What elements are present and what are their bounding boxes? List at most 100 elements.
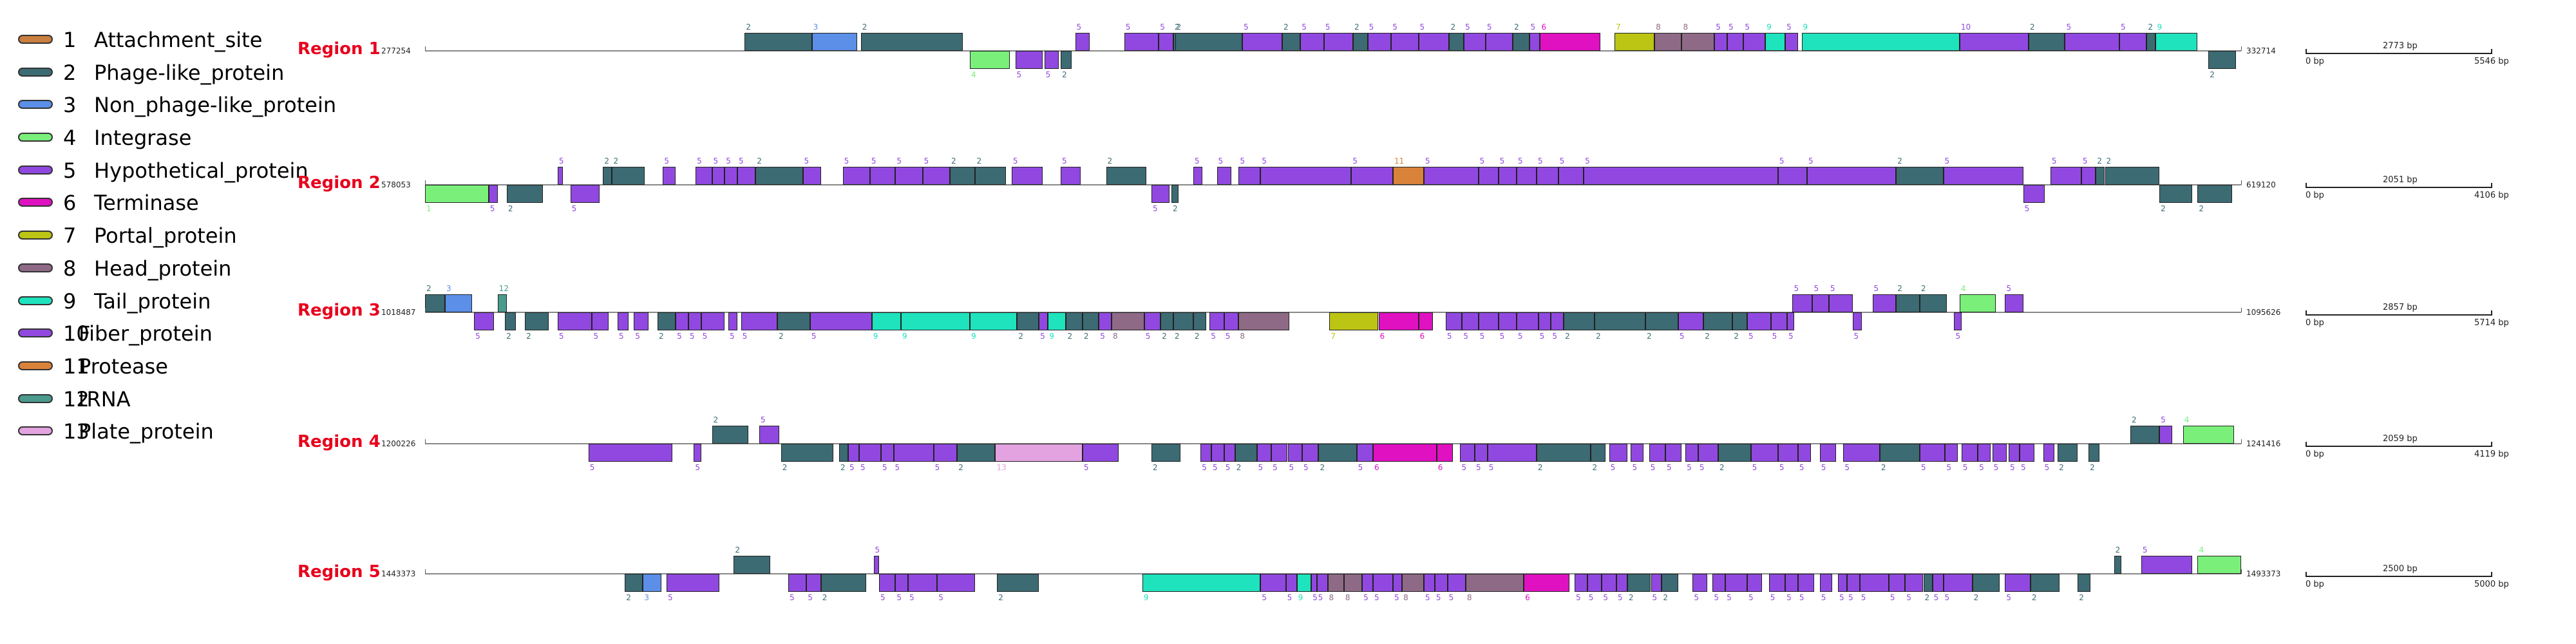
gene-category-number: 5 xyxy=(1933,593,1939,602)
gene-category-number: 5 xyxy=(1830,284,1835,293)
gene-arrow xyxy=(2197,185,2232,203)
gene-arrow xyxy=(933,444,958,462)
scale-bar-start: 0 bp xyxy=(2306,580,2324,589)
gene-category-number: 5 xyxy=(1779,156,1785,166)
legend-number: 2 xyxy=(63,60,77,85)
gene-category-number: 2 xyxy=(1705,332,1710,341)
gene-arrow xyxy=(1564,312,1595,330)
gene-arrow xyxy=(1200,444,1212,462)
gene-arrow xyxy=(1487,444,1537,462)
gene-category-number: 5 xyxy=(1016,70,1022,79)
gene-category-number: 5 xyxy=(1559,156,1565,166)
gene-category-number: 9 xyxy=(1766,23,1772,32)
region-end-coordinate: 332714 xyxy=(2246,46,2276,55)
gene-category-number: 5 xyxy=(1873,284,1879,293)
gene-category-number: 2 xyxy=(2059,463,2064,472)
gene-arrow xyxy=(1743,33,1766,51)
gene-category-number: 5 xyxy=(1588,593,1594,602)
gene-category-number: 5 xyxy=(1993,463,1999,472)
scale-bar-end: 4106 bp xyxy=(2474,191,2509,200)
gene-category-number: 5 xyxy=(1273,463,1278,472)
gene-arrow xyxy=(2058,444,2078,462)
gene-category-number: 5 xyxy=(1679,332,1685,341)
gene-arrow xyxy=(1460,444,1475,462)
gene-arrow xyxy=(1992,444,2007,462)
gene-arrow xyxy=(694,444,701,462)
gene-arrow xyxy=(1462,312,1479,330)
gene-arrow xyxy=(937,574,976,592)
gene-category-number: 5 xyxy=(1794,284,1799,293)
gene-arrow xyxy=(1538,312,1551,330)
gene-arrow xyxy=(1391,33,1419,51)
gene-arrow xyxy=(474,312,495,330)
gene-category-number: 8 xyxy=(1329,593,1334,602)
gene-category-number: 2 xyxy=(1973,593,1979,602)
gene-arrow xyxy=(1362,574,1374,592)
gene-arrow xyxy=(1727,33,1744,51)
gene-arrow xyxy=(1193,312,1206,330)
gene-arrow xyxy=(1282,33,1301,51)
scale-bar-end: 5714 bp xyxy=(2474,318,2509,328)
gene-arrow xyxy=(1919,294,1947,312)
region-end-tick xyxy=(2241,308,2242,312)
gene-arrow xyxy=(497,294,507,312)
gene-arrow xyxy=(1075,33,1090,51)
gene-category-number: 5 xyxy=(1650,463,1656,472)
gene-category-number: 5 xyxy=(760,415,766,424)
gene-category-number: 5 xyxy=(1844,463,1850,472)
gene-arrow xyxy=(2146,33,2156,51)
scale-bar-end: 5546 bp xyxy=(2474,57,2509,66)
gene-arrow xyxy=(667,574,719,592)
gene-arrow xyxy=(1645,312,1678,330)
scale-bar-end: 5000 bp xyxy=(2474,580,2509,589)
gene-arrow xyxy=(1235,444,1257,462)
gene-category-number: 2 xyxy=(1018,332,1023,341)
gene-arrow xyxy=(663,167,676,185)
gene-arrow xyxy=(2159,426,2172,444)
gene-category-number: 5 xyxy=(1145,332,1151,341)
gene-category-number: 5 xyxy=(1745,23,1750,32)
gene-category-number: 5 xyxy=(702,332,708,341)
legend-item: 4 Integrase xyxy=(13,125,316,158)
legend-number: 7 xyxy=(63,223,77,249)
gene-category-number: 3 xyxy=(813,23,819,32)
gene-category-number: 5 xyxy=(804,156,810,166)
legend-label: Attachment_site xyxy=(94,28,263,52)
legend-item: 12 tRNA xyxy=(13,386,316,419)
gene-category-number: 5 xyxy=(896,593,902,602)
gene-category-number: 5 xyxy=(1363,593,1368,602)
gene-category-number: 2 xyxy=(2097,156,2103,166)
gene-arrow xyxy=(603,167,612,185)
gene-arrow xyxy=(1124,33,1159,51)
legend-label: Fiber_protein xyxy=(79,321,213,346)
gene-arrow xyxy=(1445,312,1463,330)
legend-label: Protease xyxy=(79,354,168,379)
region-end-coordinate: 1241416 xyxy=(2246,439,2281,448)
gene-arrow xyxy=(1943,167,2023,185)
legend-swatch xyxy=(18,426,53,436)
gene-category-number: 5 xyxy=(1040,332,1045,341)
gene-category-number: 5 xyxy=(1714,593,1719,602)
gene-category-number: 5 xyxy=(2121,23,2126,32)
gene-category-number: 5 xyxy=(1211,332,1216,341)
gene-arrow xyxy=(1513,33,1530,51)
legend-label: Head_protein xyxy=(94,256,232,281)
gene-arrow xyxy=(1151,444,1181,462)
gene-arrow xyxy=(1066,312,1083,330)
gene-arrow xyxy=(1111,312,1144,330)
gene-arrow xyxy=(858,444,881,462)
gene-arrow xyxy=(643,574,661,592)
gene-category-number: 4 xyxy=(2199,545,2204,554)
gene-category-number: 6 xyxy=(1374,463,1379,472)
gene-category-number: 2 xyxy=(1734,332,1739,341)
gene-arrow xyxy=(1747,312,1771,330)
legend-swatch xyxy=(18,133,53,142)
gene-arrow xyxy=(657,312,676,330)
gene-category-number: 5 xyxy=(1944,156,1950,166)
gene-arrow xyxy=(1424,574,1435,592)
gene-arrow xyxy=(810,312,872,330)
gene-arrow xyxy=(1044,51,1059,69)
gene-category-number: 5 xyxy=(934,463,940,472)
gene-arrow xyxy=(975,167,1007,185)
gene-arrow xyxy=(1536,167,1558,185)
